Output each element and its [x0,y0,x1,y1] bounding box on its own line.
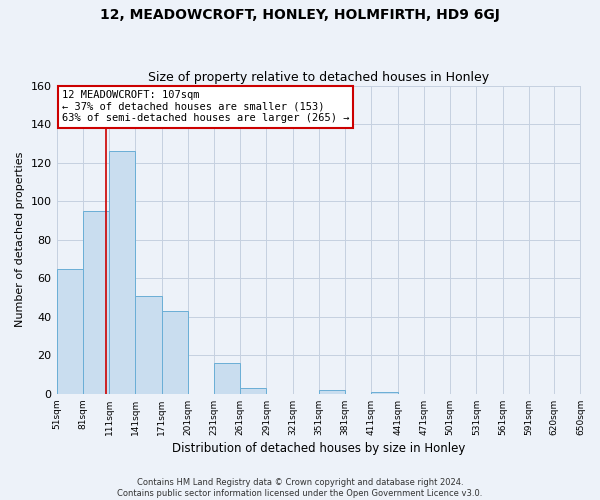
Title: Size of property relative to detached houses in Honley: Size of property relative to detached ho… [148,72,489,85]
Bar [109,151,135,394]
Bar [83,211,109,394]
Bar [161,311,188,394]
Bar [56,268,83,394]
Bar [214,363,240,394]
Bar [240,388,266,394]
X-axis label: Distribution of detached houses by size in Honley: Distribution of detached houses by size … [172,442,465,455]
Bar [371,392,398,394]
Bar [319,390,345,394]
Text: 12, MEADOWCROFT, HONLEY, HOLMFIRTH, HD9 6GJ: 12, MEADOWCROFT, HONLEY, HOLMFIRTH, HD9 … [100,8,500,22]
Bar [135,296,161,394]
Text: 12 MEADOWCROFT: 107sqm
← 37% of detached houses are smaller (153)
63% of semi-de: 12 MEADOWCROFT: 107sqm ← 37% of detached… [62,90,349,124]
Text: Contains HM Land Registry data © Crown copyright and database right 2024.
Contai: Contains HM Land Registry data © Crown c… [118,478,482,498]
Y-axis label: Number of detached properties: Number of detached properties [15,152,25,328]
